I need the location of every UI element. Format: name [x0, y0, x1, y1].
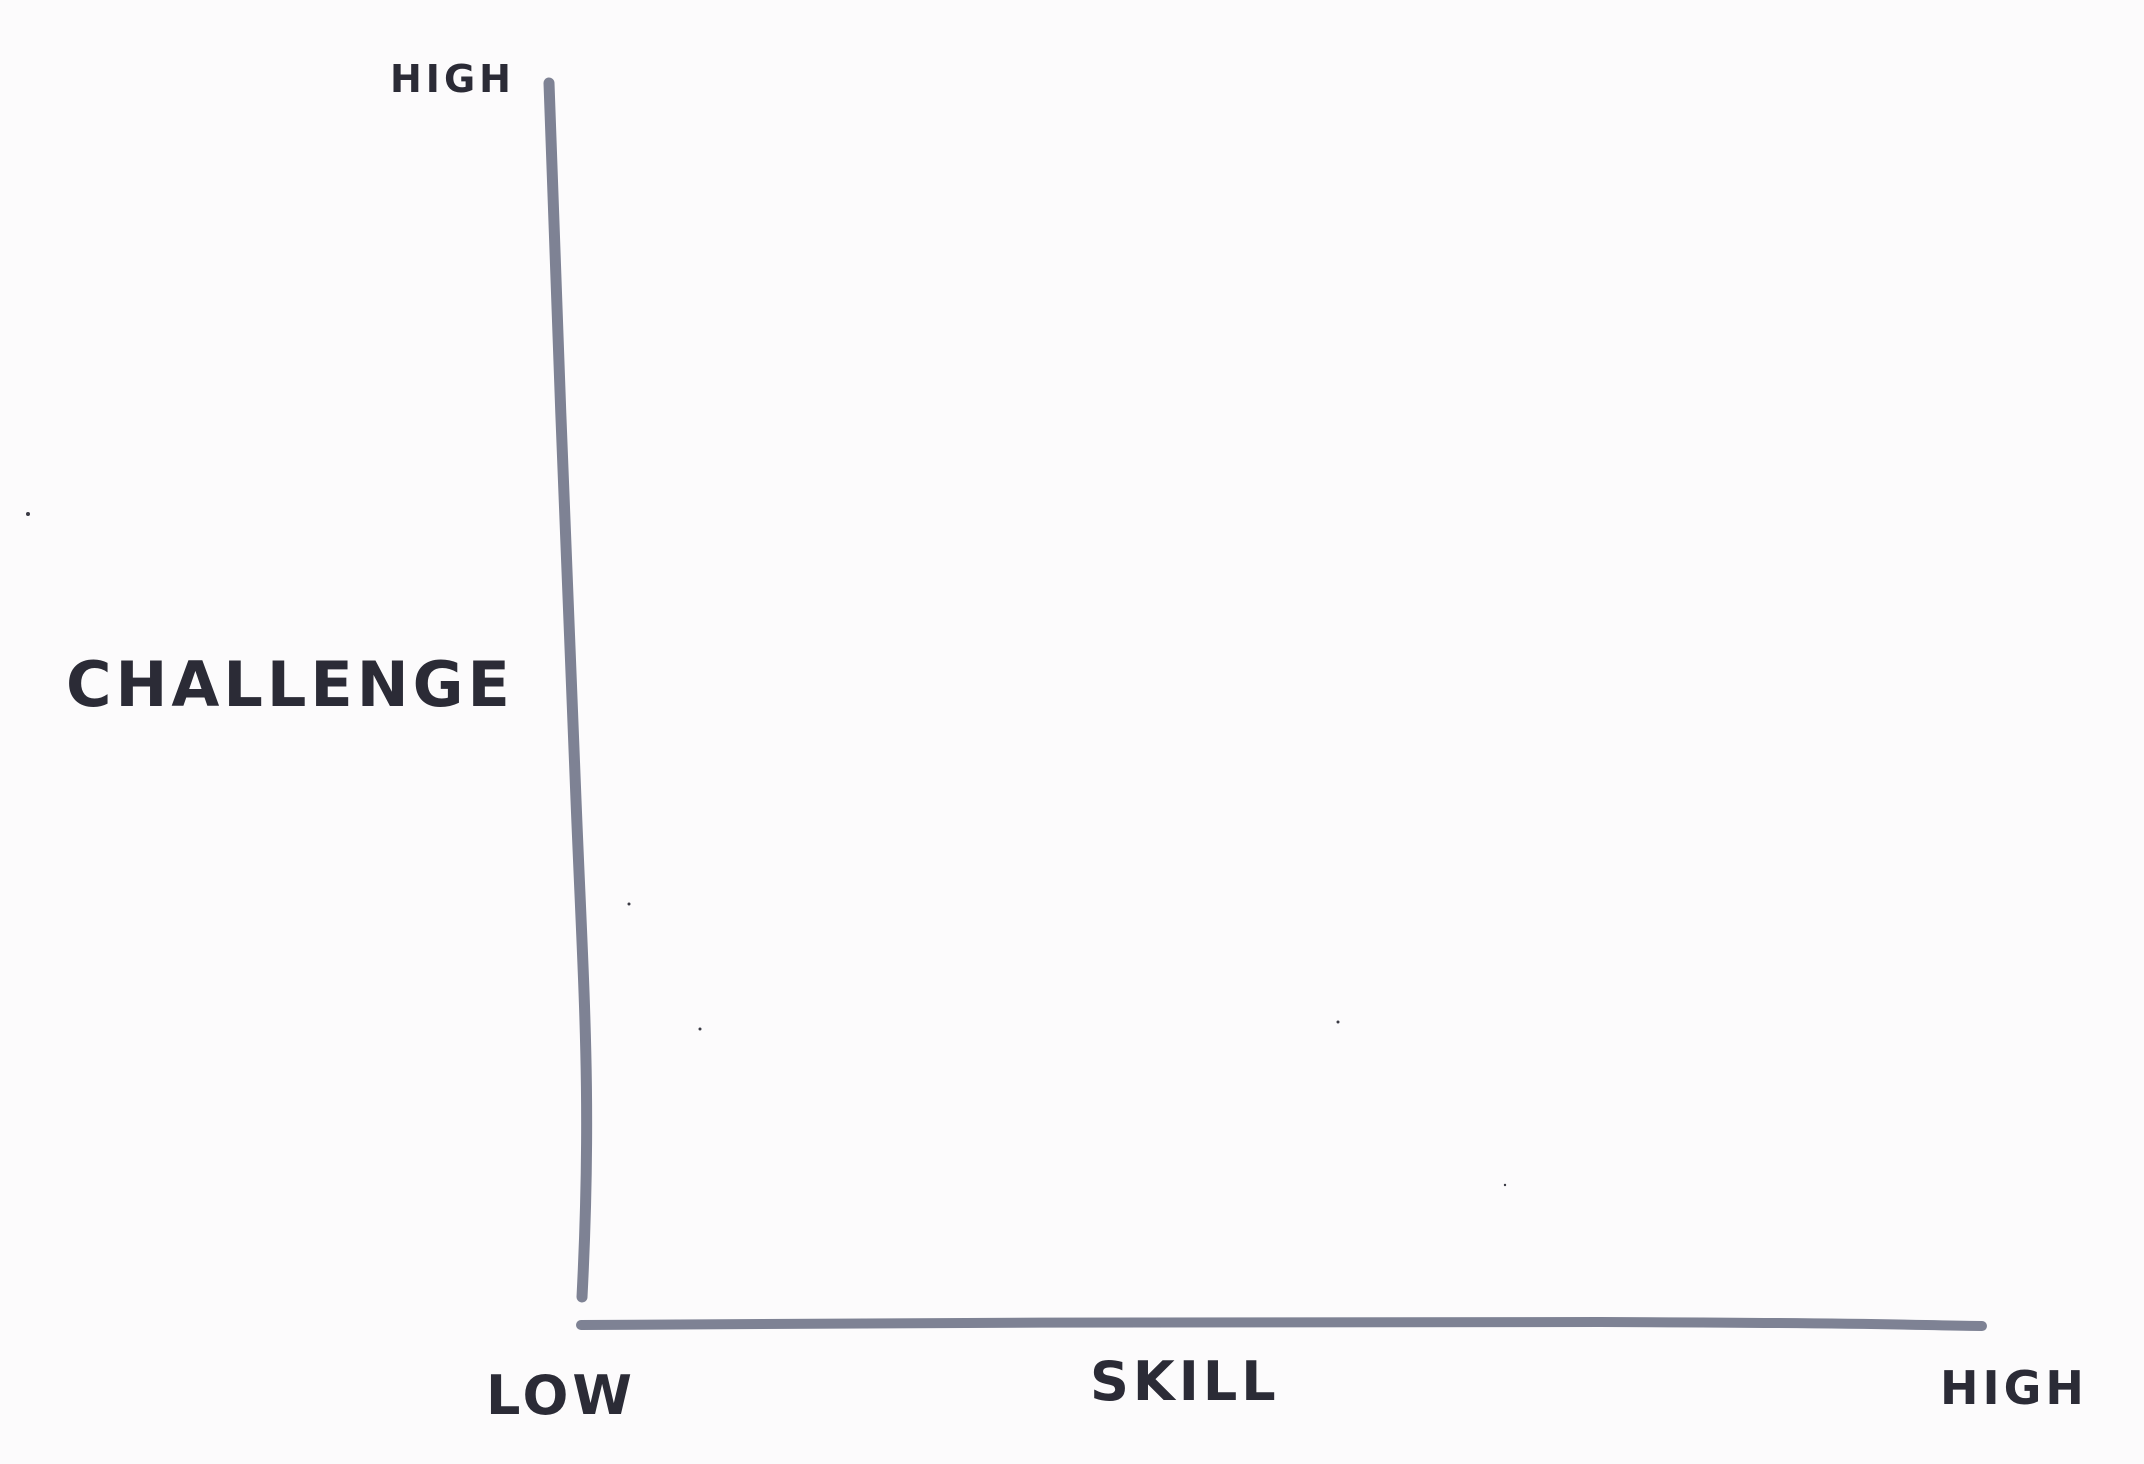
- paper-specks: [26, 512, 1507, 1187]
- x-axis-line: [576, 1316, 1987, 1331]
- x-axis-high-label: HIGH: [1940, 1361, 2088, 1415]
- x-axis-low-label: LOW: [486, 1364, 636, 1427]
- x-axis-title: SKILL: [1090, 1350, 1280, 1413]
- y-axis-line: [543, 77, 593, 1303]
- y-axis-title: CHALLENGE: [66, 648, 514, 721]
- y-axis-high-label: HIGH: [390, 57, 515, 101]
